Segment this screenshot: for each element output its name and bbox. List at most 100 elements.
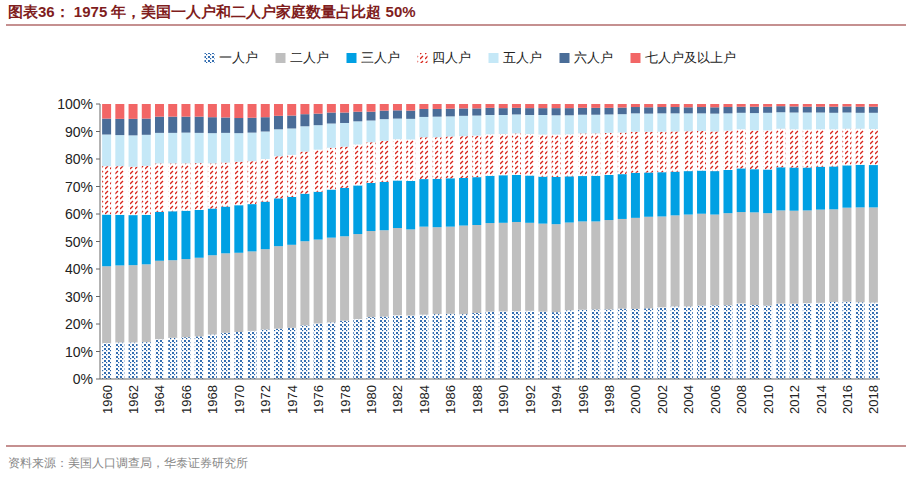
bar-segment bbox=[737, 113, 746, 130]
bar-segment bbox=[129, 265, 138, 342]
bars bbox=[102, 104, 878, 379]
bar-segment bbox=[274, 198, 283, 246]
x-tick-label: 1978 bbox=[338, 385, 353, 414]
bar-segment bbox=[671, 215, 680, 306]
bar-segment bbox=[433, 179, 442, 227]
bar-segment bbox=[261, 202, 270, 250]
bar-segment bbox=[525, 115, 534, 134]
bar-segment bbox=[300, 325, 309, 379]
bar-segment bbox=[221, 104, 230, 117]
y-tick-label: 10% bbox=[65, 344, 93, 360]
bar-segment bbox=[710, 132, 719, 172]
bar-segment bbox=[314, 104, 323, 114]
x-axis bbox=[100, 379, 880, 380]
bar-segment bbox=[314, 114, 323, 126]
bar-segment bbox=[472, 116, 481, 136]
bar-segment bbox=[353, 234, 362, 319]
bar-segment bbox=[803, 303, 812, 379]
bar-segment bbox=[195, 336, 204, 379]
bar-segment bbox=[869, 165, 878, 207]
bar-segment bbox=[129, 135, 138, 166]
bar-segment bbox=[248, 133, 257, 162]
bar-segment bbox=[234, 332, 243, 379]
bar-segment bbox=[353, 144, 362, 185]
bar-segment bbox=[631, 113, 640, 131]
x-tick-label: 1968 bbox=[205, 385, 220, 414]
legend-label: 七人户及以上户 bbox=[645, 50, 736, 65]
bar-segment bbox=[565, 104, 574, 108]
bar-segment bbox=[697, 104, 706, 107]
bar-segment bbox=[684, 306, 693, 379]
bar-segment bbox=[750, 169, 759, 212]
bar-segment bbox=[763, 104, 772, 107]
bar-segment bbox=[578, 108, 587, 115]
bar-segment bbox=[644, 114, 653, 132]
x-tick-label: 1964 bbox=[152, 385, 167, 414]
y-tick bbox=[96, 159, 100, 160]
bar-segment bbox=[287, 116, 296, 129]
bar-segment bbox=[419, 179, 428, 227]
bar-segment bbox=[234, 162, 243, 205]
bar-segment bbox=[816, 303, 825, 379]
bar-segment bbox=[750, 107, 759, 113]
bar-segment bbox=[525, 311, 534, 379]
bar-segment bbox=[234, 205, 243, 253]
bar-segment bbox=[486, 104, 495, 108]
y-tick-label: 80% bbox=[65, 151, 93, 167]
bar-segment bbox=[248, 118, 257, 133]
bar-segment bbox=[842, 165, 851, 207]
bar-segment bbox=[697, 113, 706, 131]
bar-segment bbox=[221, 207, 230, 254]
bar-segment bbox=[367, 231, 376, 317]
x-tick-label: 1966 bbox=[179, 385, 194, 414]
bar-segment bbox=[790, 113, 799, 130]
bar-segment bbox=[684, 131, 693, 171]
bar-segment bbox=[102, 104, 111, 119]
bar-segment bbox=[274, 129, 283, 156]
bar-segment bbox=[274, 104, 283, 116]
legend-item: 五人户 bbox=[489, 50, 542, 65]
bar-segment bbox=[618, 108, 627, 115]
bar-segment bbox=[657, 216, 666, 307]
bar-segment bbox=[406, 315, 415, 379]
bar-segment bbox=[657, 107, 666, 113]
bar-segment bbox=[499, 175, 508, 223]
bar-segment bbox=[631, 309, 640, 379]
bar-segment bbox=[565, 108, 574, 115]
bar-segment bbox=[221, 163, 230, 207]
bar-segment bbox=[790, 211, 799, 304]
bar-segment bbox=[446, 314, 455, 379]
bar-segment bbox=[737, 104, 746, 107]
x-tick-label: 2006 bbox=[708, 385, 723, 414]
bar-segment bbox=[446, 178, 455, 226]
bar-segment bbox=[102, 166, 111, 214]
bar-segment bbox=[737, 303, 746, 379]
bar-segment bbox=[261, 330, 270, 380]
bar-segment bbox=[248, 331, 257, 379]
bar-segment bbox=[842, 129, 851, 166]
bar-segment bbox=[737, 107, 746, 113]
bar-segment bbox=[856, 107, 865, 113]
bar-segment bbox=[512, 108, 521, 115]
legend-item: 四人户 bbox=[418, 50, 471, 65]
bar-segment bbox=[538, 135, 547, 177]
bar-segment bbox=[723, 113, 732, 130]
bar-segment bbox=[697, 107, 706, 113]
bar-segment bbox=[472, 177, 481, 225]
x-tick-label: 2018 bbox=[866, 385, 881, 414]
bar-segment bbox=[380, 182, 389, 230]
bar-segment bbox=[538, 115, 547, 135]
bar-segment bbox=[274, 329, 283, 379]
bar-segment bbox=[446, 104, 455, 109]
bar-segment bbox=[499, 134, 508, 175]
bar-segment bbox=[816, 167, 825, 210]
bar-segment bbox=[433, 137, 442, 179]
bar-segment bbox=[314, 240, 323, 324]
bar-segment bbox=[168, 338, 177, 379]
bar-segment bbox=[129, 342, 138, 379]
bar-segment bbox=[618, 104, 627, 108]
bar-segment bbox=[274, 246, 283, 328]
bar-segment bbox=[327, 124, 336, 148]
legend-label: 一人户 bbox=[219, 50, 258, 65]
bar-segment bbox=[578, 176, 587, 221]
